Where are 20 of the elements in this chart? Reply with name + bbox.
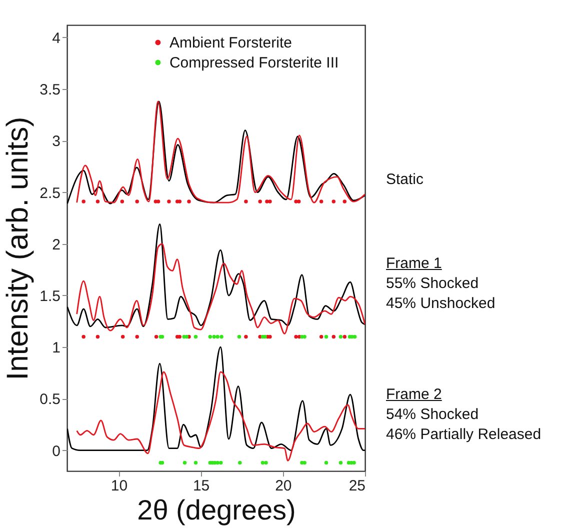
y-tick-label: 2 bbox=[52, 236, 60, 254]
text: Static bbox=[386, 170, 424, 190]
y-tick-label: 1.5 bbox=[40, 288, 60, 305]
y-axis-title: Intensity (arb. units) bbox=[2, 116, 35, 380]
y-tick-label: 3.5 bbox=[40, 82, 60, 99]
y-tick-label: 0.5 bbox=[40, 391, 60, 408]
y-tick-label: 3 bbox=[52, 133, 60, 150]
x-tick-label: 20 bbox=[275, 478, 292, 494]
x-tick-label: 15 bbox=[192, 478, 210, 494]
x-tick-label: 25 bbox=[348, 478, 366, 494]
x-tick-label: 10 bbox=[110, 478, 128, 494]
legend-label: Compressed Forsterite III bbox=[169, 54, 339, 72]
y-tick-label: 4 bbox=[52, 30, 60, 47]
x-axis-title: 2θ (degrees) bbox=[137, 494, 296, 526]
y-tick-label: 2.5 bbox=[40, 184, 60, 202]
y-tick-label: 0 bbox=[52, 442, 60, 460]
text: Frame 1 55% Shocked 45% Unshocked bbox=[386, 254, 496, 314]
y-tick-label: 1 bbox=[52, 340, 60, 357]
legend-label: Ambient Forsterite bbox=[169, 34, 292, 52]
text: Frame 2 54% Shocked 46% Partially Released bbox=[386, 385, 542, 445]
